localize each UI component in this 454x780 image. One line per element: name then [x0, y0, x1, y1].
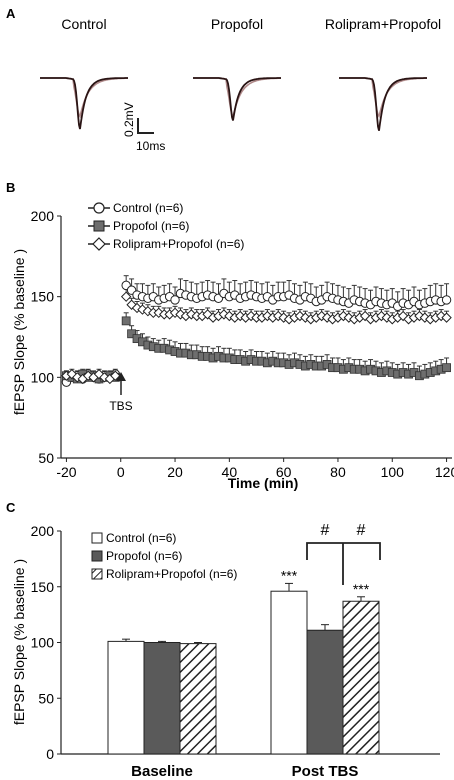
panel-b-ytick-label: 50 [38, 450, 54, 466]
trace-baseline-0 [40, 77, 128, 130]
scale-bar-time: 10ms [136, 139, 165, 153]
significance-stars: *** [281, 567, 298, 583]
trace-baseline-1 [193, 77, 281, 121]
panel-b-ytick-label: 150 [31, 289, 55, 305]
scale-bar: 0.2mV 10ms [122, 102, 165, 153]
significance-mark-right: # [357, 522, 366, 539]
panel-c-ytick-label: 200 [31, 523, 55, 539]
legend-b-control: Control (n=6) [88, 201, 183, 215]
panel-b-ylabel: fEPSP Slope (% baseline ) [11, 249, 27, 415]
legend-c-control-swatch [91, 532, 103, 544]
point-circle [170, 295, 180, 305]
point-diamond [110, 370, 121, 381]
point-diamond [441, 312, 452, 323]
panel-b-xtick-label: -20 [56, 464, 76, 480]
panel-b-plot [61, 275, 452, 387]
panel-a: A Control Propofol Rolipram+Propofol 0.2… [6, 6, 441, 153]
trace-title-propofol: Propofol [211, 16, 263, 32]
bar-post-tbs-0 [270, 590, 308, 755]
point-square [442, 363, 451, 373]
tbs-label: TBS [109, 399, 132, 413]
legend-c-propofol-swatch [91, 550, 103, 562]
trace-post-2 [339, 77, 427, 119]
trace-baseline-2 [339, 77, 427, 131]
panel-b-legend: Control (n=6) Propofol (n=6) Rolipram+Pr… [88, 201, 244, 251]
panel-c-ylabel: fEPSP Slope (% baseline ) [11, 559, 27, 725]
legend-c-propofol-label: Propofol (n=6) [106, 549, 182, 563]
point-diamond [120, 291, 132, 302]
bar-post-tbs-1 [306, 629, 344, 755]
panel-c-category-label: Baseline [131, 763, 193, 780]
panel-c-category-label: Post TBS [292, 763, 359, 780]
panel-b-xtick-label: 120 [435, 464, 454, 480]
point-circle [441, 295, 452, 305]
trace-group [40, 77, 427, 131]
panel-c-ytick-label: 50 [38, 690, 54, 706]
significance-stars: *** [353, 581, 370, 597]
panel-b-axes: 50 100 150 200 -20 0 20 40 60 80 100 120 [31, 208, 454, 480]
panel-a-label: A [6, 6, 16, 21]
significance-bracket: # # [306, 522, 381, 585]
panel-b-xtick-label: 40 [222, 464, 238, 480]
panel-b-xtick-label: 20 [167, 464, 183, 480]
bar-baseline-0 [107, 640, 145, 755]
legend-b-propofol: Propofol (n=6) [88, 219, 189, 233]
panel-b-ytick-label: 100 [31, 369, 55, 385]
panel-c: C fEPSP Slope (% baseline ) 0 50 100 150 200… [6, 500, 440, 780]
panel-c-ytick-label: 0 [46, 746, 54, 762]
panel-b-xtick-label: 60 [276, 464, 292, 480]
panel-c-ytick-label: 100 [31, 635, 55, 651]
panel-b-ytick-label: 200 [31, 208, 55, 224]
panel-c-legend: Control (n=6) Propofol (n=6) Rolipram+Pr… [91, 531, 237, 581]
panel-b-xtick-label: 0 [117, 464, 125, 480]
panel-b-xtick-label: 100 [381, 464, 405, 480]
panel-b-xlabel: Time (min) [228, 475, 299, 491]
bar-post-tbs-2 [342, 600, 380, 755]
legend-b-control-label: Control (n=6) [113, 201, 183, 215]
panel-b-label: B [6, 180, 15, 195]
panel-b-xtick-label: 80 [330, 464, 346, 480]
trace-post-0 [40, 77, 128, 119]
significance-mark-left: # [321, 522, 330, 539]
legend-b-rolipram: Rolipram+Propofol (n=6) [88, 237, 244, 251]
scale-bar-voltage: 0.2mV [122, 102, 136, 137]
trace-title-rolipram-propofol: Rolipram+Propofol [325, 16, 441, 32]
trace-title-control: Control [61, 16, 106, 32]
panel-c-plot: Baseline *** *** Post TBS [107, 567, 380, 780]
panel-b: B fEPSP Slope (% baseline ) Time (min) 5… [6, 180, 454, 491]
bar-baseline-2 [179, 643, 217, 755]
trace-post-1 [193, 77, 281, 119]
tbs-annotation: TBS [109, 372, 133, 413]
point-square [127, 329, 136, 339]
bar-baseline-1 [143, 642, 181, 755]
legend-c-rolipram-label: Rolipram+Propofol (n=6) [106, 567, 237, 581]
panel-c-ytick-label: 150 [31, 579, 55, 595]
legend-c-control-label: Control (n=6) [106, 531, 176, 545]
panel-c-label: C [6, 500, 16, 515]
legend-b-propofol-label: Propofol (n=6) [113, 219, 189, 233]
legend-c-rolipram-swatch [91, 568, 103, 580]
point-square [121, 316, 131, 326]
legend-b-rolipram-label: Rolipram+Propofol (n=6) [113, 237, 244, 251]
